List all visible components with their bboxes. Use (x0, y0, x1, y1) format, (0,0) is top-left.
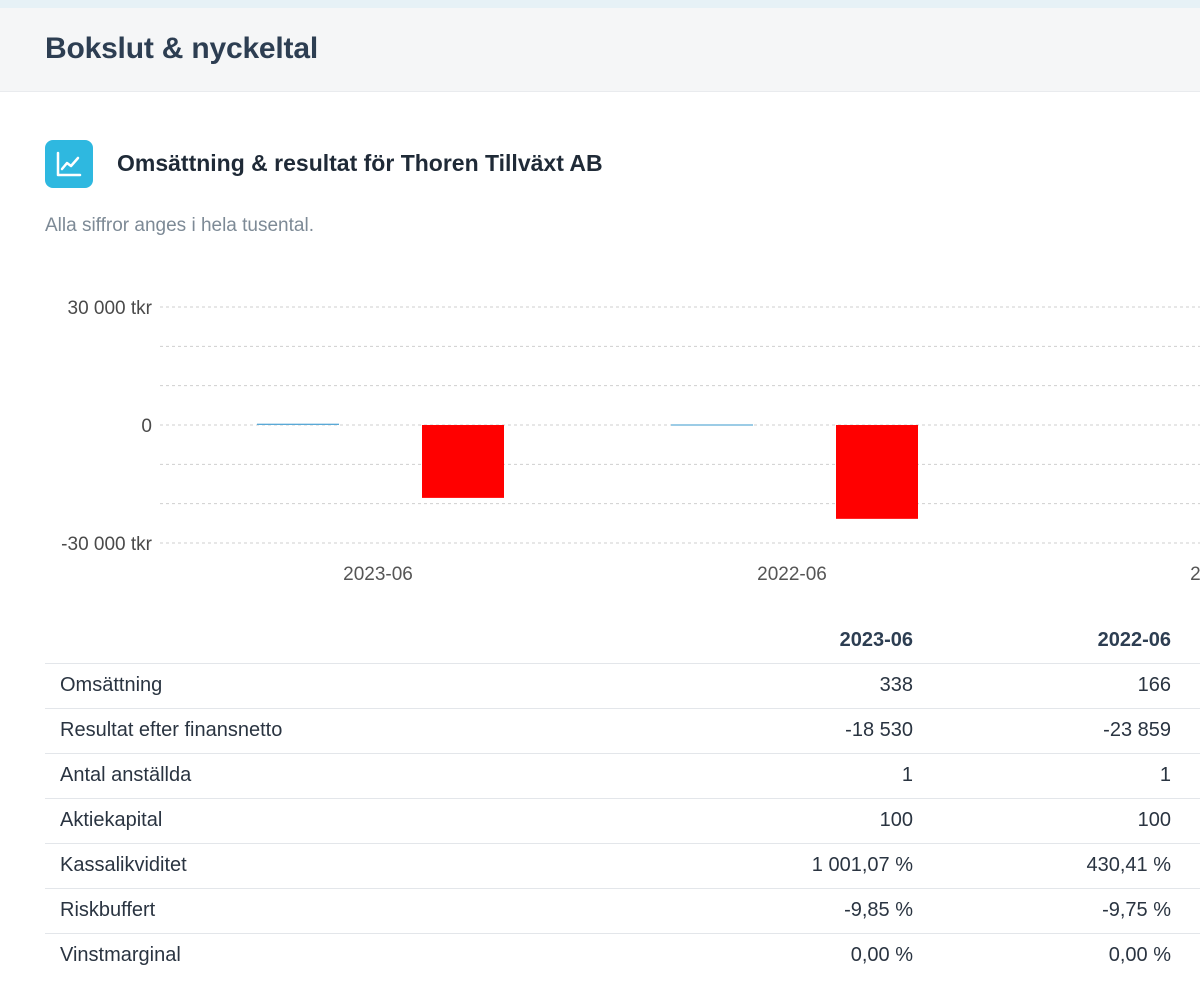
row-value: 0,00 % (850, 944, 913, 967)
y-tick-label: 30 000 tkr (68, 298, 153, 319)
table-header-row: 2023-06 2022-06 (45, 618, 1200, 664)
table-row: Omsättning 338 166 (45, 663, 1200, 709)
row-value: -23 859 (913, 708, 1171, 754)
table-row: Vinstmarginal 0,00 % 0,00 % (45, 933, 1200, 978)
table-row: Resultat efter finansnetto -18 530 -23 859 (45, 708, 1200, 754)
revenue-result-chart: 30 000 tkr 0 -30 000 tkr 2023-06 2022-06 202 (0, 270, 1200, 600)
row-label: Resultat efter finansnetto (45, 708, 655, 754)
row-label: Antal anställda (45, 753, 655, 799)
result-bar (422, 425, 504, 498)
row-value: 100 (655, 798, 913, 844)
header-label-cell (45, 618, 655, 664)
section-title: Omsättning & resultat för Thoren Tillväx… (117, 150, 603, 176)
row-spacer (1171, 888, 1200, 934)
row-value: 1 001,07 % (655, 843, 913, 889)
row-value: 166 (913, 663, 1171, 709)
header-year-2023: 2023-06 (655, 618, 913, 664)
row-spacer (1171, 663, 1200, 709)
revenue-bar (671, 424, 753, 426)
line-chart-icon (45, 140, 93, 188)
x-tick-label: 202 (1190, 564, 1200, 585)
key-figures-table: 2023-06 2022-06 Omsättning 338 166 Resultat… (45, 618, 1200, 978)
row-value: -9,75 % (913, 888, 1171, 934)
y-tick-label: 0 (141, 416, 152, 437)
row-spacer (1171, 933, 1200, 978)
top-strip (0, 0, 1200, 8)
y-tick-label: -30 000 tkr (61, 534, 152, 555)
revenue-bar (257, 423, 339, 425)
row-label: Omsättning (45, 663, 655, 709)
row-spacer (1171, 753, 1200, 799)
x-tick-label: 2023-06 (343, 564, 413, 585)
row-value: -9,85 % (655, 888, 913, 934)
row-value: 0,00 % (1108, 944, 1171, 967)
row-label: Riskbuffert (45, 888, 655, 934)
table-row: Antal anställda 1 1 (45, 753, 1200, 799)
row-label: Aktiekapital (45, 798, 655, 844)
row-spacer (1171, 708, 1200, 754)
table-row: Riskbuffert -9,85 % -9,75 % (45, 888, 1200, 934)
header-year-2022: 2022-06 (913, 618, 1171, 664)
header-spacer (1171, 618, 1200, 664)
row-value: 100 (913, 798, 1171, 844)
page-title: Bokslut & nyckeltal (45, 32, 318, 65)
page-header: Bokslut & nyckeltal (0, 8, 1200, 92)
x-tick-label: 2022-06 (757, 564, 827, 585)
row-value: -18 530 (655, 708, 913, 754)
key-figures-table-wrap: 2023-06 2022-06 Omsättning 338 166 Resultat… (45, 618, 1200, 978)
row-spacer (1171, 843, 1200, 889)
row-label: Vinstmarginal (60, 944, 181, 967)
section-note: Alla siffror anges i hela tusental. (45, 215, 314, 236)
result-bar (836, 425, 918, 519)
table-row: Aktiekapital 100 100 (45, 798, 1200, 844)
row-value: 430,41 % (913, 843, 1171, 889)
row-value: 1 (913, 753, 1171, 799)
row-label: Kassalikviditet (45, 843, 655, 889)
row-value: 1 (655, 753, 913, 799)
table-row: Kassalikviditet 1 001,07 % 430,41 % (45, 843, 1200, 889)
row-value: 338 (655, 663, 913, 709)
chart-canvas: 30 000 tkr 0 -30 000 tkr 2023-06 2022-06 202 (61, 298, 1200, 585)
row-spacer (1171, 798, 1200, 844)
